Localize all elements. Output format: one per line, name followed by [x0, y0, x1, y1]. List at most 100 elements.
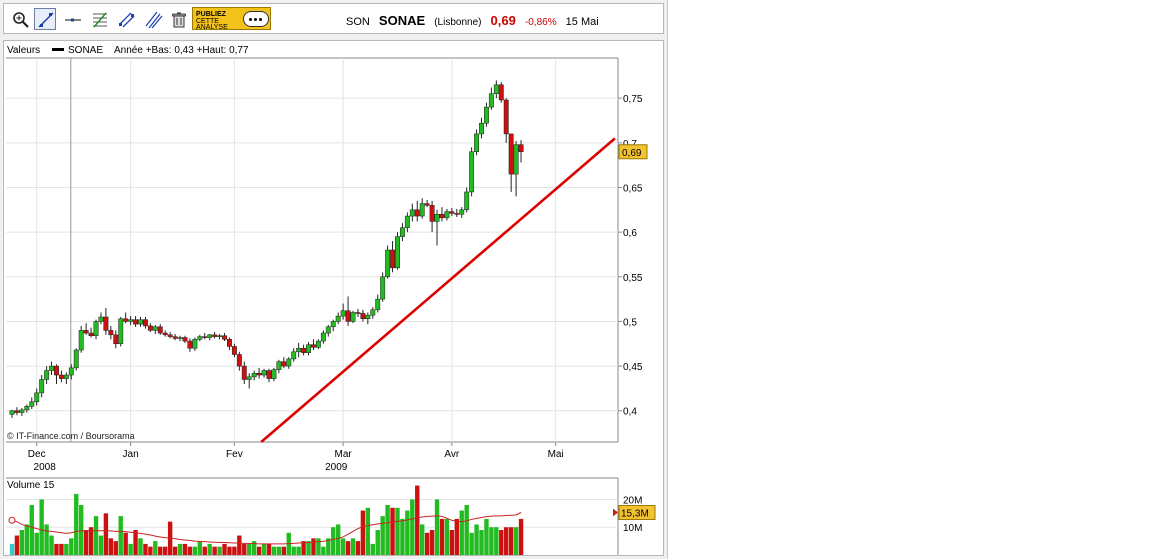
candle-body	[63, 374, 69, 379]
price-tick-label: 0,6	[623, 228, 637, 239]
speech-bubble-icon	[243, 11, 269, 27]
candle-body	[142, 319, 148, 327]
candle-body	[311, 344, 316, 348]
volume-bar	[148, 546, 153, 555]
parallel-lines-icon[interactable]	[142, 8, 164, 30]
volume-bar	[365, 507, 371, 555]
volume-bar	[158, 546, 163, 555]
candle-body	[320, 332, 326, 342]
candle-body	[172, 336, 178, 339]
volume-bar	[24, 524, 30, 555]
volume-bar	[504, 527, 509, 555]
horizontal-line-icon[interactable]	[61, 8, 83, 30]
publish-analysis-button[interactable]: PUBLIEZ CETTE ANALYSE	[192, 7, 271, 31]
volume-bar	[385, 505, 390, 555]
candle-body	[231, 346, 237, 355]
volume-bar	[138, 538, 143, 555]
volume-bar	[217, 546, 222, 555]
volume-bar	[163, 546, 168, 555]
zoom-icon[interactable]	[9, 8, 31, 30]
chart-window: PUBLIEZ CETTE ANALYSE SON SONAE (Lisbonn…	[0, 0, 668, 559]
candle-body	[414, 209, 420, 217]
candle-body	[370, 309, 376, 316]
candle-body	[162, 332, 168, 336]
last-volume-tag	[618, 505, 656, 520]
volume-bar	[108, 538, 114, 555]
ad-line-2: CETTE	[196, 18, 219, 25]
ma-start-marker	[8, 516, 16, 524]
candle-body	[152, 326, 158, 331]
last-price: 0,69	[490, 13, 516, 28]
price-chart[interactable]: Valeurs SONAE Année +Bas: 0,43 +Haut: 0,77…	[4, 41, 663, 555]
candle-body	[306, 344, 311, 353]
volume-bar	[508, 527, 514, 555]
candle-body	[360, 313, 366, 320]
candle-body	[187, 340, 193, 349]
trash-icon[interactable]	[167, 8, 189, 30]
security-name: SONAE	[378, 13, 426, 28]
month-label: Fev	[226, 449, 243, 460]
candle-body	[251, 372, 257, 378]
volume-bar	[14, 535, 20, 555]
candle-body	[335, 315, 341, 322]
legend-series: SONAE	[68, 45, 103, 56]
candle-body	[508, 133, 514, 175]
last-volume-label: 15,3M	[621, 509, 649, 520]
chart-area[interactable]: Valeurs SONAE Année +Bas: 0,43 +Haut: 0,77…	[3, 40, 664, 556]
volume-bar	[375, 530, 380, 555]
channel-icon[interactable]	[115, 8, 137, 30]
candle-body	[266, 370, 272, 379]
candle-body	[44, 370, 50, 380]
candle-body	[261, 370, 267, 376]
volume-bar	[232, 546, 237, 555]
price-tick-label: 0,45	[623, 362, 643, 373]
volume-bar	[434, 499, 440, 555]
toolbar: PUBLIEZ CETTE ANALYSE SON SONAE (Lisbonn…	[3, 3, 664, 34]
volume-bar	[518, 518, 524, 555]
candle-body	[439, 214, 445, 219]
volume-bar	[103, 513, 109, 555]
last-price-tag	[618, 144, 648, 160]
candle-body	[345, 310, 351, 322]
candle-body	[390, 249, 395, 269]
candle-body	[118, 318, 124, 345]
candle-body	[9, 410, 15, 415]
candle-body	[459, 209, 465, 215]
quote-header: SON SONAE (Lisbonne) 0,69 -0,86% 15 Mai	[346, 13, 605, 28]
volume-bar	[9, 543, 15, 555]
candle-body	[365, 314, 371, 320]
volume-bar	[143, 543, 148, 555]
volume-bar	[464, 505, 469, 555]
candle-body	[296, 347, 302, 353]
volume-bar	[98, 535, 104, 555]
candle-body	[19, 409, 25, 413]
volume-bar	[118, 516, 123, 555]
volume-bar	[202, 546, 207, 555]
fibonacci-icon[interactable]	[88, 8, 110, 30]
volume-bar	[271, 546, 277, 555]
candle-body	[78, 330, 84, 351]
trendline	[260, 137, 616, 443]
candle-body	[192, 339, 198, 349]
volume-bar	[64, 543, 69, 555]
candle-body	[375, 298, 381, 311]
price-tick-label: 0,65	[623, 183, 643, 194]
candle-body	[449, 211, 455, 214]
volume-bar	[83, 530, 89, 555]
candle-body	[128, 319, 134, 322]
volume-bar	[49, 535, 54, 555]
candle-body	[54, 365, 59, 376]
volume-bar	[133, 530, 138, 555]
volume-bar	[444, 518, 450, 555]
volume-bar	[256, 546, 262, 555]
year-label: 2008	[34, 462, 57, 473]
candle-body	[434, 214, 440, 222]
volume-bar	[335, 524, 341, 555]
candle-body	[350, 312, 356, 322]
trendline-icon[interactable]	[34, 8, 56, 30]
candle-body	[355, 312, 361, 314]
candle-body	[182, 337, 188, 342]
volume-bar	[306, 541, 311, 555]
ad-line-3: ANALYSE	[196, 24, 228, 31]
candle-body	[108, 330, 114, 336]
